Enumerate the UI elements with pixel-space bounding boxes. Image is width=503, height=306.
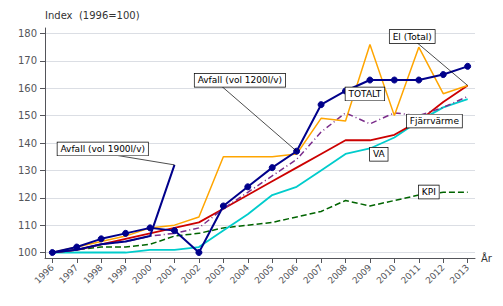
svg-text:KPI: KPI [422, 187, 436, 197]
svg-text:VA: VA [373, 149, 386, 159]
svg-text:150: 150 [18, 110, 37, 121]
svg-text:TOTALT: TOTALT [348, 89, 382, 99]
svg-text:El (Total): El (Total) [393, 32, 432, 42]
svg-text:160: 160 [18, 83, 37, 94]
svg-text:140: 140 [18, 138, 37, 149]
svg-text:170: 170 [18, 55, 37, 66]
svg-text:Fjärrvärme: Fjärrvärme [410, 116, 460, 126]
svg-text:1996: 1996 [33, 262, 56, 285]
svg-text:2012: 2012 [424, 262, 447, 285]
svg-text:100: 100 [18, 247, 37, 258]
svg-text:130: 130 [18, 165, 37, 176]
svg-text:2011: 2011 [399, 262, 422, 285]
svg-text:2000: 2000 [130, 262, 153, 285]
svg-text:2008: 2008 [326, 262, 349, 285]
svg-text:2007: 2007 [301, 262, 324, 285]
svg-text:1999: 1999 [106, 262, 129, 285]
svg-text:180: 180 [18, 28, 37, 39]
svg-text:110: 110 [18, 220, 37, 231]
svg-text:Avfall (vol 1900l/v): Avfall (vol 1900l/v) [60, 144, 144, 154]
svg-text:1997: 1997 [57, 262, 80, 285]
svg-text:120: 120 [18, 192, 37, 203]
svg-text:1998: 1998 [81, 262, 104, 285]
svg-text:Index (1996=100): Index (1996=100) [45, 10, 140, 21]
svg-text:2005: 2005 [253, 262, 276, 285]
svg-text:2003: 2003 [204, 262, 227, 285]
svg-text:2010: 2010 [375, 262, 398, 285]
svg-text:År: År [481, 252, 493, 264]
svg-text:2001: 2001 [155, 262, 178, 285]
svg-text:2013: 2013 [448, 262, 471, 285]
svg-text:2002: 2002 [179, 262, 202, 285]
svg-text:2004: 2004 [228, 262, 251, 285]
svg-text:2006: 2006 [277, 262, 300, 285]
svg-text:2009: 2009 [350, 262, 373, 285]
svg-text:Avfall (vol 1200l/v): Avfall (vol 1200l/v) [198, 75, 282, 85]
